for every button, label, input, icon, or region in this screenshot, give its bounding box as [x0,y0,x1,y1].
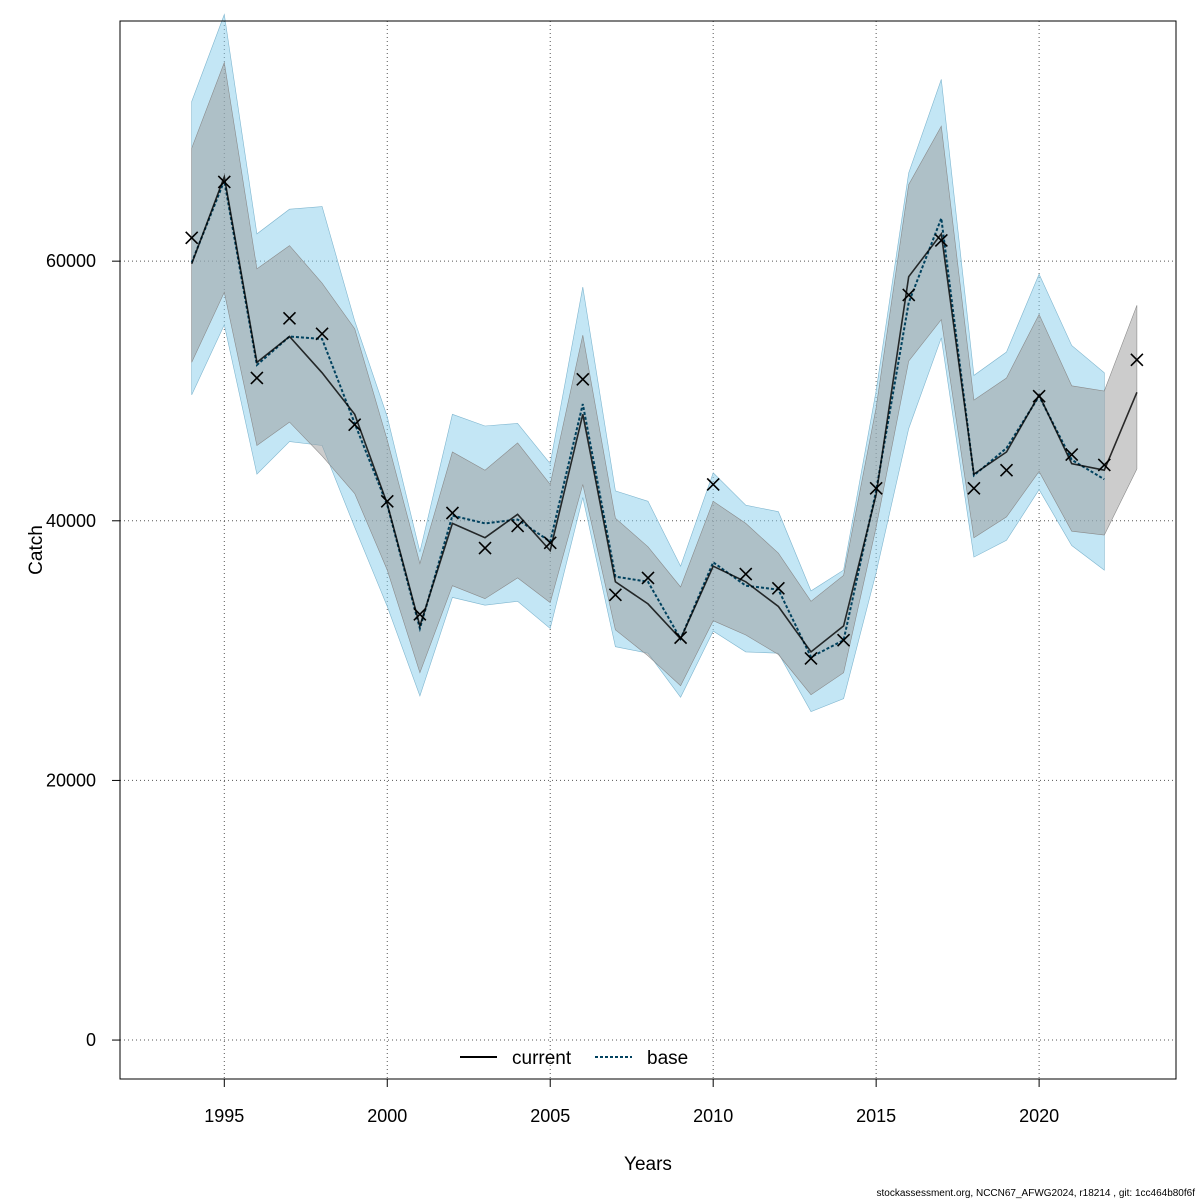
base-band-area [191,13,1105,712]
observed-points [185,175,1144,665]
observed-point-2014 [836,633,851,647]
legend-current-label: current [512,1048,572,1069]
y-tick-label-0: 0 [86,1030,96,1050]
observed-point-2021 [1065,448,1079,462]
observed-point-1999 [348,418,362,432]
observed-point-2004 [511,519,525,533]
y-tick-label-40000: 40000 [46,511,96,531]
observed-point-2003 [478,541,492,555]
plot-frame [119,20,1177,1080]
y-axis-title: Catch [26,525,47,575]
observed-point-2000 [380,494,394,508]
observed-point-2022 [1097,458,1111,472]
observed-point-2013 [804,651,818,665]
observed-point-1998 [315,327,329,341]
observed-point-2018 [967,481,981,495]
footer-text: stockassessment.org, NCCN67_AFWG2024, r1… [877,1188,1196,1199]
observed-point-1995 [217,175,231,189]
observed-point-2012 [771,581,785,595]
x-tick-label-2015: 2015 [856,1106,896,1126]
observed-point-2023 [1130,353,1144,367]
y-tick-label-60000: 60000 [46,251,96,271]
x-tick-label-2000: 2000 [367,1106,407,1126]
y-axis: 0 20000 40000 60000 [46,251,120,1050]
observed-point-2019 [999,463,1014,477]
x-tick-label-2005: 2005 [530,1106,570,1126]
current-confidence-band [191,61,1138,696]
x-tick-label-2020: 2020 [1019,1106,1059,1126]
current-line [190,173,1138,654]
x-tick-label-2010: 2010 [693,1106,733,1126]
x-tick-label-1995: 1995 [204,1106,244,1126]
legend-base-label: base [647,1048,688,1069]
observed-point-2010 [706,477,720,492]
x-axis-title: Years [624,1154,672,1175]
observed-point-2020 [1032,389,1046,403]
observed-point-2001 [413,607,427,621]
current-line-path [190,173,1138,654]
current-band-area [191,61,1138,696]
observed-point-2009 [674,631,688,645]
observed-point-2016 [902,288,916,302]
y-tick-label-20000: 20000 [46,770,96,790]
observed-point-1997 [282,311,297,325]
observed-point-2015 [869,481,883,495]
legend: current base [460,1048,688,1069]
base-confidence-band [191,13,1105,712]
x-axis: 1995 2000 2005 2010 2015 2020 [204,1079,1059,1126]
observed-point-2002 [445,506,460,520]
observed-point-1994 [185,231,199,245]
observed-point-2011 [739,567,753,581]
base-line-path [190,177,1105,659]
observed-point-2006 [576,372,590,386]
observed-point-2007 [608,588,622,602]
observed-point-2017 [934,233,948,247]
base-line [190,177,1105,659]
observed-point-2005 [543,536,557,550]
observed-point-1996 [250,371,264,385]
observed-point-2008 [641,571,655,585]
